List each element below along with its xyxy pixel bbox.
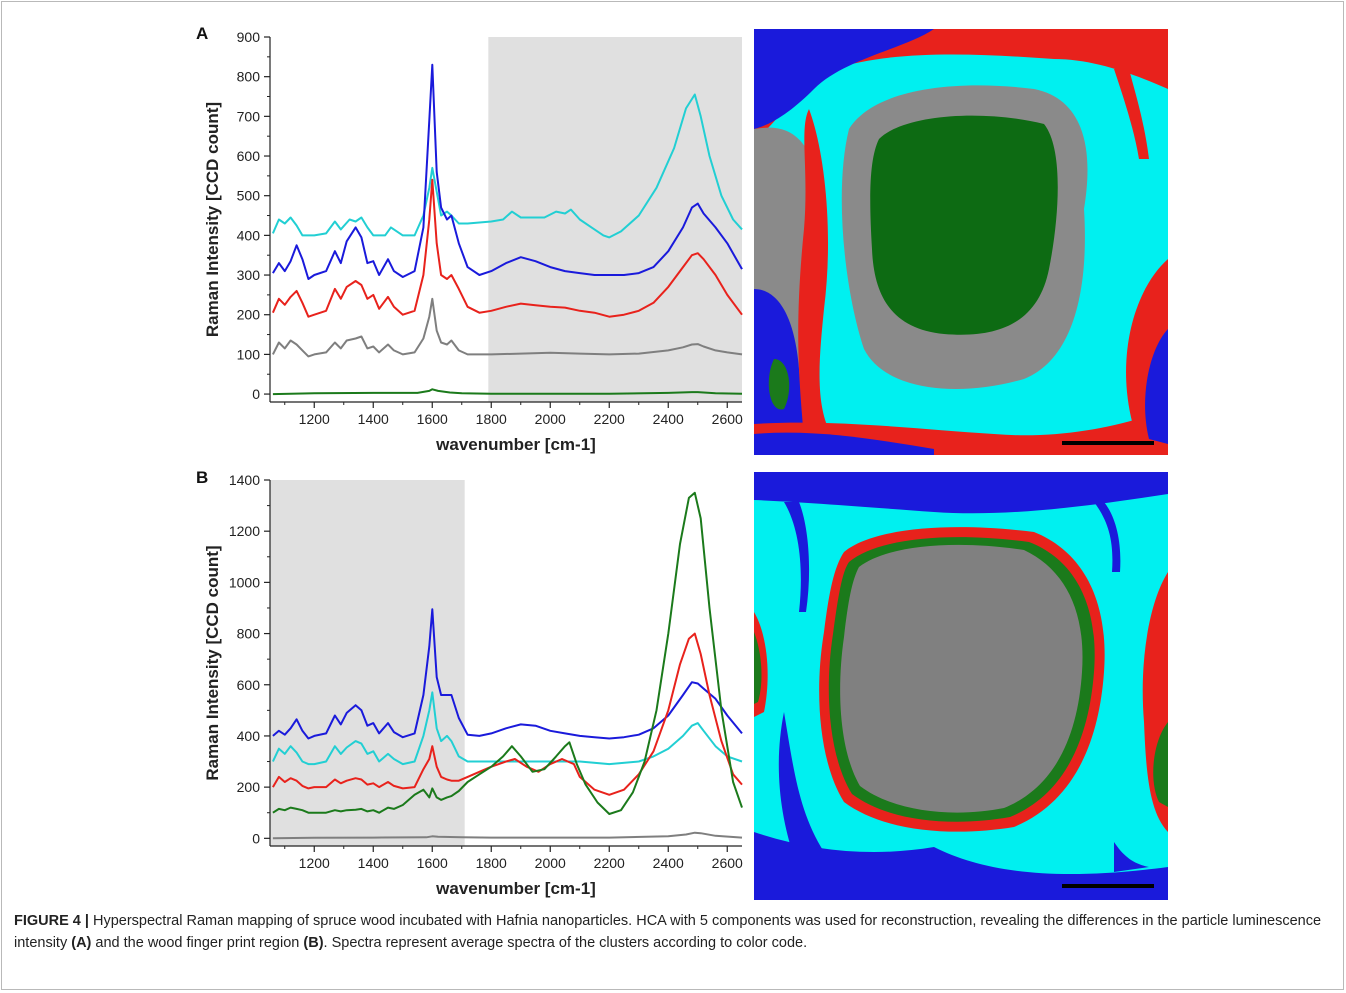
x-tick-label: 2400	[653, 855, 684, 871]
y-tick-label: 300	[237, 267, 261, 283]
y-tick-label: 0	[252, 386, 260, 402]
x-tick-label: 2000	[535, 411, 566, 427]
y-tick-label: 1000	[229, 574, 260, 590]
figure-caption: FIGURE 4 | Hyperspectral Raman mapping o…	[14, 910, 1334, 954]
scale-bar-b	[1062, 884, 1154, 888]
panel-label: B	[196, 468, 208, 487]
x-tick-label: 2200	[594, 855, 625, 871]
x-tick-label: 1800	[476, 411, 507, 427]
x-axis-title: wavenumber [cm-1]	[435, 435, 596, 454]
shaded-region	[488, 37, 742, 402]
series-line-2	[272, 632, 743, 796]
x-tick-label: 1600	[417, 411, 448, 427]
hyperspectral-map-a	[754, 29, 1168, 455]
y-tick-label: 1200	[229, 523, 260, 539]
y-tick-label: 500	[237, 188, 261, 204]
x-tick-label: 1200	[299, 411, 330, 427]
x-tick-label: 2600	[712, 855, 743, 871]
scale-bar-a	[1062, 441, 1154, 445]
x-tick-label: 2600	[712, 411, 743, 427]
y-tick-label: 1400	[229, 472, 260, 488]
series-line-4	[272, 831, 743, 840]
y-tick-label: 700	[237, 108, 261, 124]
y-tick-label: 800	[237, 69, 261, 85]
caption-ref-b: (B)	[303, 935, 324, 951]
series-line-1	[271, 691, 743, 766]
y-axis-title: Raman Intensity [CCD count]	[203, 102, 222, 337]
caption-label: FIGURE 4 |	[14, 913, 89, 929]
chart-panel-a: 1200 1400 1600 1800 2000 2200 2400 2600 0 100 200 3…	[196, 24, 743, 454]
series-line-1	[272, 63, 743, 280]
chart-panel-b: 1200 1400 1600 1800 2000 2200 2400 2600 0 200 400 6…	[196, 468, 743, 898]
series-line-3	[272, 491, 743, 815]
caption-text-3: . Spectra represent average spectra of t…	[323, 935, 808, 951]
hyperspectral-map-b	[754, 472, 1168, 900]
map-a-clusters	[754, 29, 1168, 455]
y-tick-label: 400	[237, 227, 261, 243]
caption-ref-a: (A)	[71, 935, 92, 951]
x-tick-label: 1400	[358, 855, 389, 871]
y-tick-label: 900	[237, 29, 261, 45]
x-axis-title: wavenumber [cm-1]	[435, 879, 596, 898]
x-tick-label: 2400	[653, 411, 684, 427]
y-tick-label: 0	[252, 830, 260, 846]
caption-text-2: and the wood finger print region	[95, 935, 300, 951]
x-tick-label: 1200	[299, 855, 330, 871]
x-tick-label: 2200	[594, 411, 625, 427]
y-axis-title: Raman Intensity [CCD count]	[203, 545, 222, 780]
y-tick-label: 600	[237, 677, 261, 693]
series-line-4	[272, 388, 743, 396]
series-line-3	[272, 297, 743, 358]
series-line-2	[271, 178, 743, 318]
y-tick-label: 400	[237, 728, 261, 744]
x-tick-label: 1800	[476, 855, 507, 871]
series-line-0	[272, 608, 743, 740]
x-tick-label: 1400	[358, 411, 389, 427]
y-tick-label: 200	[237, 307, 261, 323]
y-tick-label: 100	[237, 346, 261, 362]
panel-label: A	[196, 24, 208, 43]
map-b-clusters	[754, 472, 1168, 900]
x-tick-label: 2000	[535, 855, 566, 871]
y-tick-label: 800	[237, 626, 261, 642]
y-tick-label: 200	[237, 779, 261, 795]
y-tick-label: 600	[237, 148, 261, 164]
x-tick-label: 1600	[417, 855, 448, 871]
caption-text-1: Hyperspectral Raman mapping of spruce wo…	[14, 913, 1322, 951]
